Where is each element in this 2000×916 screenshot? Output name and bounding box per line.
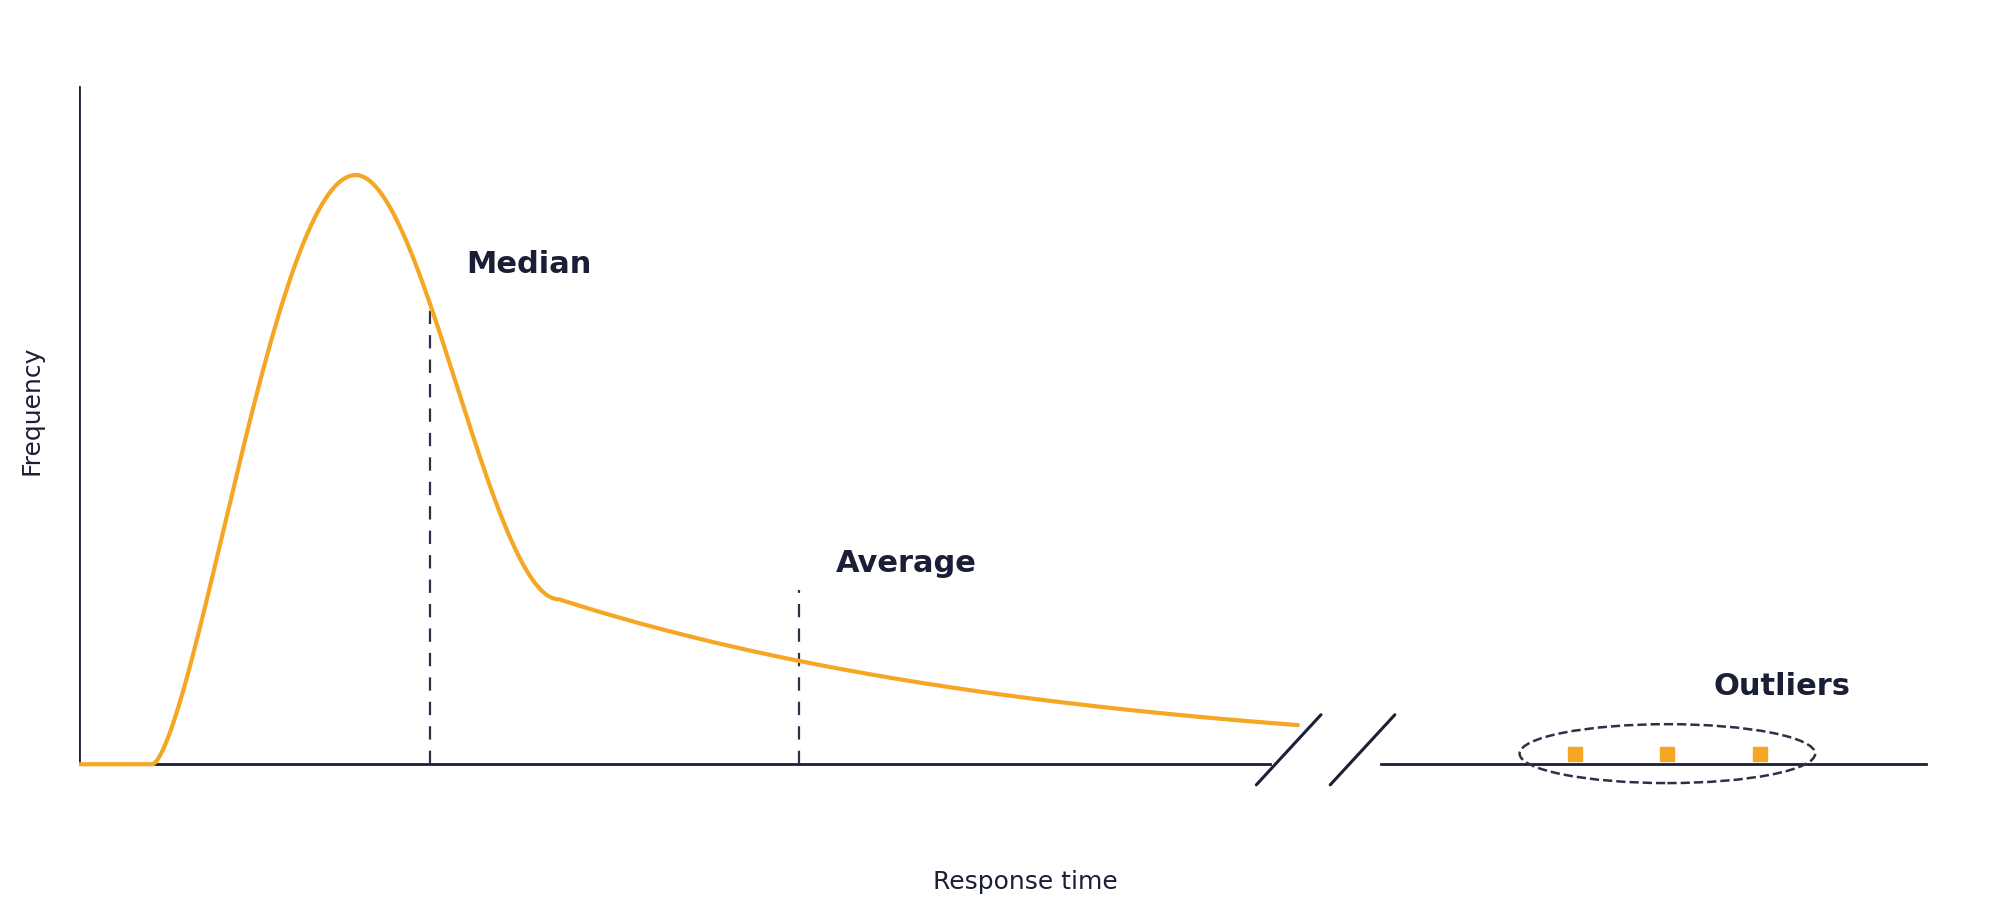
Text: Average: Average (836, 550, 976, 578)
Text: Frequency: Frequency (20, 346, 44, 475)
Text: Outliers: Outliers (1714, 671, 1850, 701)
Text: Median: Median (466, 250, 592, 279)
Text: Response time: Response time (932, 870, 1118, 894)
